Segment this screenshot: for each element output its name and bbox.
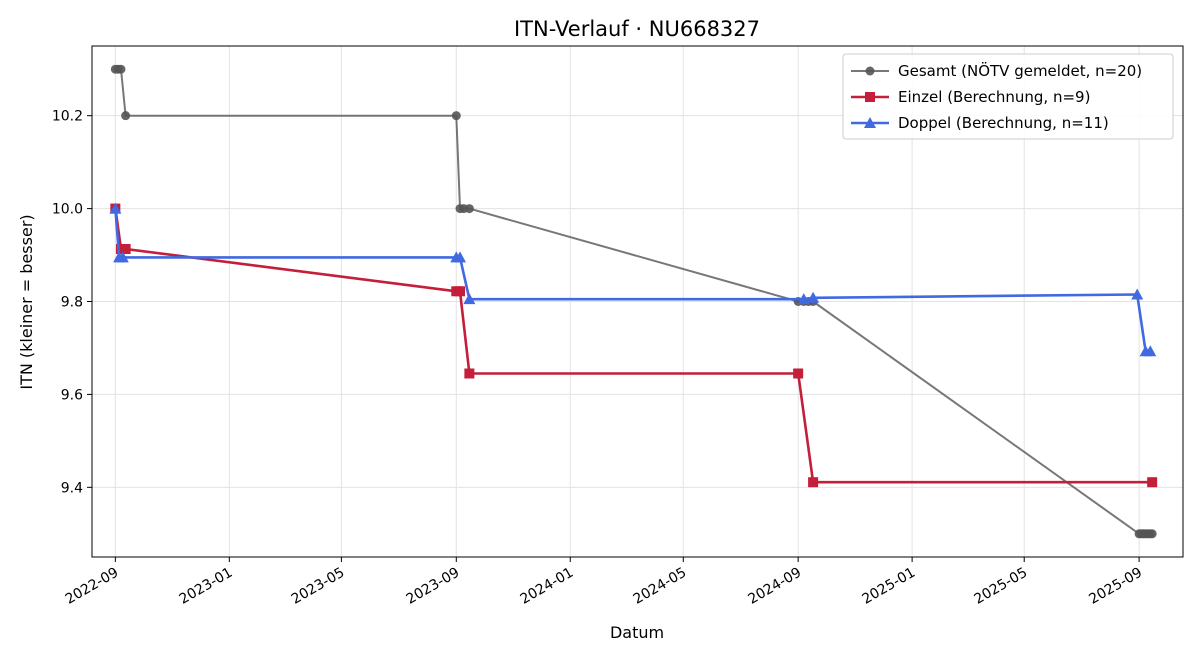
series-einzel-point [464, 368, 475, 379]
series-gesamt-point [121, 111, 131, 121]
series-einzel-point [1147, 477, 1158, 488]
y-axis-label: ITN (kleiner = besser) [17, 214, 36, 389]
series-gesamt-point [116, 64, 126, 74]
series-einzel-point [455, 286, 466, 297]
chart-title: ITN-Verlauf · NU668327 [514, 17, 760, 41]
series-gesamt-point [451, 111, 461, 121]
series-doppel [109, 202, 1157, 357]
series-doppel-point [116, 251, 129, 263]
legend-label: Doppel (Berechnung, n=11) [898, 114, 1109, 132]
series-einzel-point [808, 477, 819, 488]
series-einzel-point [793, 368, 804, 379]
y-tick-label: 9.8 [61, 295, 83, 311]
y-tick-label: 9.4 [61, 480, 83, 496]
legend-swatch-marker [865, 66, 875, 76]
legend-item-gesamt: Gesamt (NÖTV gemeldet, n=20) [851, 61, 1142, 80]
series-layer [109, 64, 1158, 539]
legend-box [842, 53, 1174, 140]
y-tick-label: 10.2 [52, 109, 83, 125]
series-doppel-point [807, 291, 820, 303]
series-doppel-point [454, 251, 467, 263]
legend: Gesamt (NÖTV gemeldet, n=20) Einzel (Bere… [842, 53, 1174, 140]
legend-label: Einzel (Berechnung, n=9) [898, 88, 1090, 106]
legend-swatch-marker [865, 92, 875, 102]
legend-swatch-marker [864, 117, 876, 128]
series-gesamt-point [1147, 529, 1157, 539]
series-doppel-point [109, 202, 122, 214]
series-gesamt-point [464, 204, 474, 214]
x-axis-label: Datum [610, 623, 664, 642]
y-tick-label: 10.0 [52, 202, 83, 218]
series-doppel-point [797, 293, 810, 305]
legend-item-einzel: Einzel (Berechnung, n=9) [851, 88, 1090, 106]
legend-label: Gesamt (NÖTV gemeldet, n=20) [898, 61, 1142, 80]
legend-item-doppel: Doppel (Berechnung, n=11) [851, 114, 1109, 132]
series-doppel-point [1144, 345, 1157, 357]
y-tick-label: 9.6 [61, 387, 83, 403]
series-doppel-point [463, 293, 476, 305]
y-axis: 9.4 9.6 9.8 10.0 10.2 [52, 109, 92, 496]
series-einzel-point [120, 244, 131, 255]
series-doppel-point [1131, 288, 1144, 300]
